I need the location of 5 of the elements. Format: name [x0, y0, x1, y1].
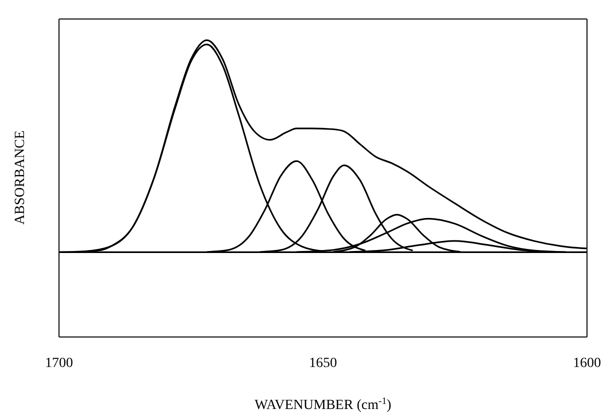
x-axis-title: WAVENUMBER (cm$^{-1}$)	[254, 396, 392, 413]
x-tick-label: 1700	[45, 356, 73, 371]
x-tick-label: 1650	[309, 356, 337, 371]
y-axis-title: ABSORBANCE	[13, 130, 28, 225]
x-tick-label: 1600	[573, 356, 601, 371]
